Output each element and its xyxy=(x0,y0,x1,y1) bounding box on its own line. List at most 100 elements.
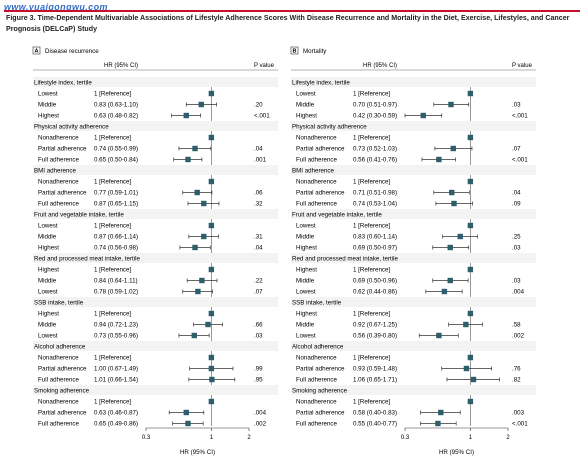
row-hr-text: 1 [Reference] xyxy=(94,179,131,186)
row-label: Partial adherence xyxy=(38,366,87,373)
watermark: www.yuaigongwu.com xyxy=(4,2,108,12)
row-label: Partial adherence xyxy=(38,410,87,417)
hr-marker xyxy=(205,321,211,328)
row-label: Partial adherence xyxy=(296,366,345,373)
x-axis-tick-label: 0.3 xyxy=(401,435,410,441)
row-hr-text: 0.87 (0.65-1.15) xyxy=(94,201,138,208)
row-p-value: .03 xyxy=(512,102,521,109)
row-hr-text: 0.70 (0.51-0.97) xyxy=(353,102,397,109)
hr-marker xyxy=(208,222,215,229)
row-p-value: .03 xyxy=(512,245,521,252)
row-p-value: .66 xyxy=(254,322,263,329)
row-p-value: .002 xyxy=(254,421,267,428)
row-p-value: .20 xyxy=(254,102,263,109)
row-p-value: .004 xyxy=(254,410,267,417)
hr-marker xyxy=(185,420,191,427)
hr-marker xyxy=(447,277,453,284)
row-hr-text: 0.63 (0.46-0.87) xyxy=(94,410,138,417)
row-hr-text: 0.83 (0.63-1.10) xyxy=(94,102,138,109)
row-p-value: .99 xyxy=(254,366,263,373)
hr-marker xyxy=(467,354,474,361)
row-label: Full adherence xyxy=(38,201,79,208)
group-title: Physical activity adherence xyxy=(292,124,367,131)
row-label: Lowest xyxy=(38,91,58,98)
panel-letter-box xyxy=(290,46,299,55)
group-title: SSB intake, tertile xyxy=(292,300,342,307)
row-hr-text: 0.93 (0.59-1.48) xyxy=(353,366,397,373)
row-label: Highest xyxy=(296,113,317,120)
row-p-value: .07 xyxy=(512,146,521,153)
row-hr-text: 0.94 (0.72-1.23) xyxy=(94,322,138,329)
row-p-value: .04 xyxy=(254,146,263,153)
group-band xyxy=(291,77,536,87)
panel-title: Disease recurrence xyxy=(45,48,99,55)
hr-marker xyxy=(194,189,200,196)
hr-marker xyxy=(208,354,215,361)
group-title: Fruit and vegetable intake, tertile xyxy=(292,212,382,219)
row-hr-text: 0.83 (0.60-1.14) xyxy=(353,234,397,241)
row-p-value: .32 xyxy=(254,201,263,208)
row-hr-text: 1 [Reference] xyxy=(94,135,131,142)
hr-marker xyxy=(195,288,201,295)
hr-marker xyxy=(185,156,191,163)
hr-marker xyxy=(208,365,215,372)
row-label: Partial adherence xyxy=(38,146,87,153)
hr-marker xyxy=(470,376,477,383)
row-label: Full adherence xyxy=(296,157,337,164)
panel-letter-box xyxy=(32,46,41,55)
group-title: Smoking adherence xyxy=(292,388,348,395)
group-title: Alcohol adherence xyxy=(34,344,86,351)
row-p-value: .002 xyxy=(512,333,525,340)
row-label: Full adherence xyxy=(38,377,79,384)
row-p-value: .82 xyxy=(512,377,521,384)
group-band xyxy=(33,253,278,263)
x-axis-tick-label: 0.3 xyxy=(142,435,151,441)
row-label: Highest xyxy=(296,267,317,274)
hr-marker xyxy=(467,178,474,185)
row-p-value: .09 xyxy=(512,201,521,208)
hr-marker xyxy=(208,398,215,405)
col-header-p: P value xyxy=(254,63,275,69)
row-p-value: .03 xyxy=(254,333,263,340)
row-hr-text: 1 [Reference] xyxy=(353,355,390,362)
row-label: Nonadherence xyxy=(38,135,79,142)
group-title: Lifestyle index, tertile xyxy=(34,80,92,87)
hr-marker xyxy=(467,266,474,273)
hr-marker xyxy=(191,332,197,339)
row-label: Middle xyxy=(296,278,315,285)
row-hr-text: 1 [Reference] xyxy=(94,267,131,274)
row-hr-text: 1 [Reference] xyxy=(94,399,131,406)
row-p-value: .003 xyxy=(512,410,525,417)
row-hr-text: 1 [Reference] xyxy=(353,91,390,98)
row-hr-text: 0.73 (0.52-1.03) xyxy=(353,146,397,153)
row-hr-text: 0.77 (0.59-1.01) xyxy=(94,190,138,197)
row-hr-text: 1.01 (0.66-1.54) xyxy=(94,377,138,384)
hr-marker xyxy=(467,134,474,141)
hr-marker xyxy=(463,365,470,372)
hr-marker xyxy=(201,233,207,240)
row-label: Full adherence xyxy=(296,421,337,428)
row-label: Partial adherence xyxy=(38,190,87,197)
row-label: Highest xyxy=(38,311,59,318)
group-title: Red and processed meat intake, tertile xyxy=(34,256,140,263)
hr-marker xyxy=(457,233,463,240)
row-hr-text: 0.62 (0.44-0.86) xyxy=(353,289,397,296)
hr-marker xyxy=(199,277,205,284)
row-hr-text: 1 [Reference] xyxy=(353,399,390,406)
hr-marker xyxy=(436,332,442,339)
row-label: Nonadherence xyxy=(38,399,79,406)
group-title: BMI adherence xyxy=(34,168,77,175)
hr-marker xyxy=(420,112,426,119)
row-p-value: .58 xyxy=(512,322,521,329)
row-p-value: .001 xyxy=(254,157,267,164)
row-hr-text: 0.74 (0.56-0.98) xyxy=(94,245,138,252)
hr-marker xyxy=(192,244,198,251)
row-label: Full adherence xyxy=(38,421,79,428)
group-band xyxy=(33,121,278,131)
row-label: Nonadherence xyxy=(296,179,337,186)
hr-marker xyxy=(208,310,215,317)
x-axis-tick-label: 2 xyxy=(506,435,510,441)
hr-marker xyxy=(183,112,189,119)
row-label: Lowest xyxy=(296,289,316,296)
